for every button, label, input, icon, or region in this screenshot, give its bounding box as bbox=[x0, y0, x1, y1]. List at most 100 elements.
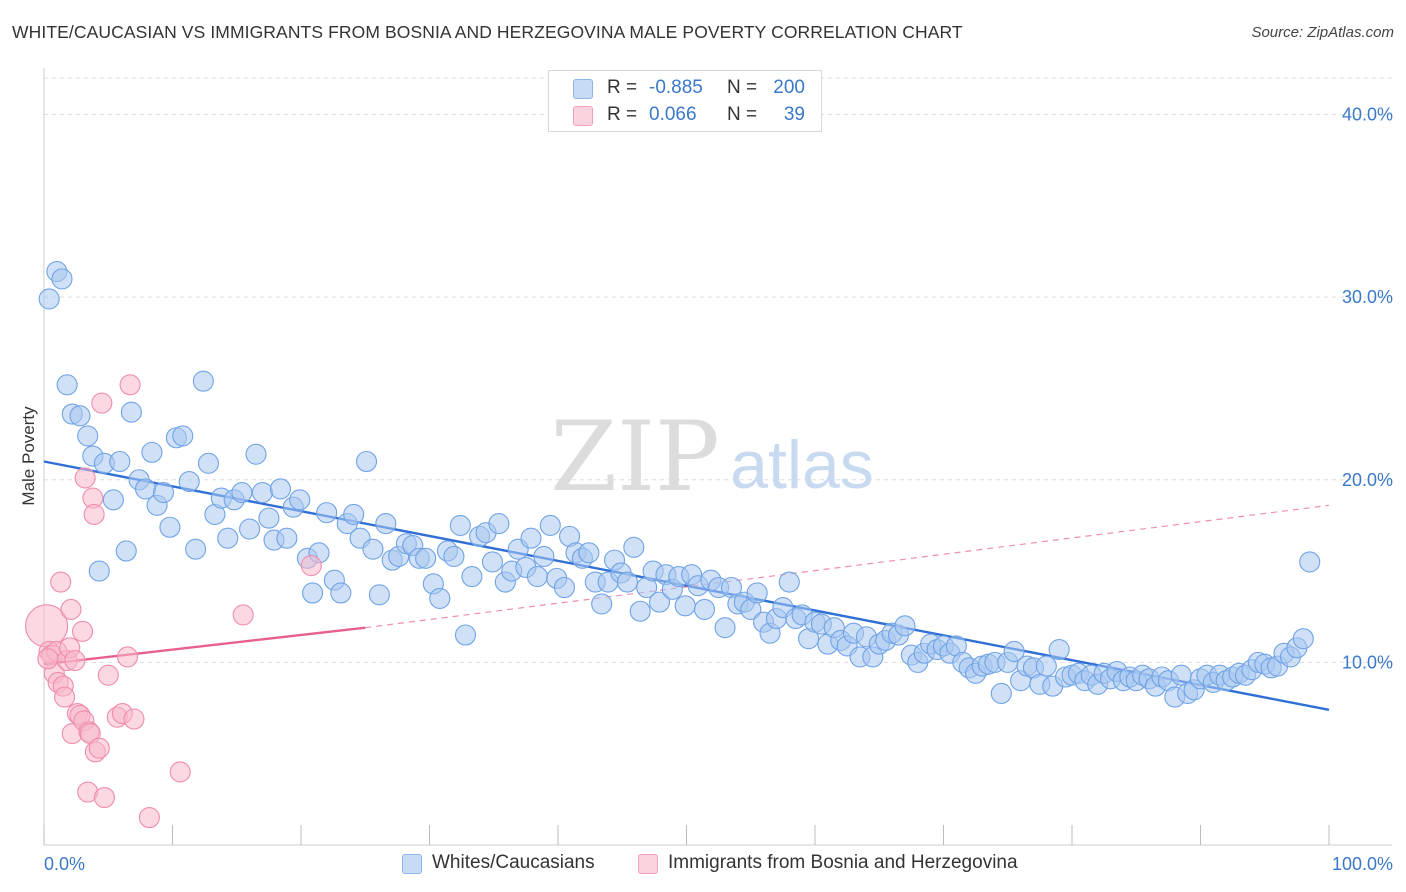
point-bosnia bbox=[138, 807, 160, 829]
point-whites bbox=[1048, 639, 1070, 661]
y-axis-label: Male Poverty bbox=[19, 406, 38, 506]
point-bosnia bbox=[60, 598, 82, 620]
point-bosnia bbox=[93, 786, 115, 809]
point-whites bbox=[88, 560, 110, 582]
point-whites bbox=[481, 551, 504, 573]
point-whites bbox=[245, 443, 267, 465]
series-legend-label: Whites/Caucasians bbox=[432, 852, 595, 873]
watermark-atlas: atlas bbox=[730, 427, 874, 503]
point-bosnia bbox=[50, 571, 72, 593]
legend-n-label: N = bbox=[727, 104, 758, 125]
source-credit: Source: ZipAtlas.com bbox=[1251, 24, 1394, 41]
series-legend-label: Immigrants from Bosnia and Herzegovina bbox=[668, 852, 1018, 873]
y-tick-label: 30.0% bbox=[1342, 287, 1393, 307]
point-whites bbox=[197, 452, 220, 474]
point-bosnia bbox=[72, 620, 94, 642]
y-tick-label: 40.0% bbox=[1342, 105, 1393, 125]
point-whites bbox=[343, 503, 365, 526]
point-whites bbox=[120, 401, 142, 423]
point-whites bbox=[289, 489, 311, 511]
chart-title: WHITE/CAUCASIAN VS IMMIGRANTS FROM BOSNI… bbox=[12, 22, 963, 42]
point-whites bbox=[217, 527, 239, 549]
point-whites bbox=[56, 374, 78, 396]
x-tick-label-max: 100.0% bbox=[1332, 854, 1393, 874]
point-whites bbox=[231, 481, 253, 504]
legend-r-value: -0.885 bbox=[649, 77, 703, 98]
legend-swatch-pink bbox=[573, 106, 593, 126]
point-bosnia bbox=[74, 467, 96, 489]
legend-n-value: 200 bbox=[773, 77, 805, 98]
point-whites bbox=[269, 478, 291, 500]
point-whites bbox=[251, 481, 274, 504]
y-tick-label: 20.0% bbox=[1342, 470, 1393, 490]
y-tick-labels: 10.0% 20.0% 30.0% 40.0% bbox=[1342, 105, 1393, 673]
point-whites bbox=[578, 542, 600, 564]
point-whites bbox=[648, 591, 671, 613]
legend-row-whites: R = -0.885 N = 200 bbox=[549, 75, 821, 101]
point-whites bbox=[141, 441, 163, 463]
point-whites bbox=[526, 565, 548, 588]
point-whites bbox=[302, 582, 324, 604]
point-whites bbox=[185, 538, 207, 560]
point-whites bbox=[1299, 551, 1321, 573]
point-whites bbox=[746, 582, 768, 604]
point-whites bbox=[443, 545, 465, 568]
watermark-zip: ZIP bbox=[550, 401, 719, 513]
point-bosnia bbox=[83, 503, 105, 526]
point-whites bbox=[1003, 640, 1025, 662]
watermark: ZIP atlas bbox=[550, 401, 873, 513]
point-whites bbox=[623, 536, 645, 558]
point-whites bbox=[38, 288, 60, 310]
point-whites bbox=[520, 527, 542, 549]
point-whites bbox=[368, 584, 390, 606]
legend-r-value: 0.066 bbox=[649, 104, 697, 125]
point-whites bbox=[533, 545, 555, 568]
point-whites bbox=[375, 513, 397, 535]
series-legend-swatch-blue bbox=[402, 854, 422, 874]
point-whites bbox=[316, 502, 338, 524]
trend-extension-bosnia bbox=[365, 504, 1330, 629]
legend-swatch-blue bbox=[573, 79, 593, 99]
point-whites bbox=[449, 514, 471, 536]
points bbox=[25, 261, 1321, 829]
point-whites bbox=[159, 516, 181, 538]
point-whites bbox=[362, 538, 384, 560]
point-bosnia bbox=[64, 650, 86, 672]
point-whites bbox=[109, 450, 131, 473]
point-whites bbox=[714, 617, 736, 639]
stats-legend: R = -0.885 N = 200 R = 0.066 N = 39 bbox=[548, 70, 822, 132]
point-whites bbox=[674, 595, 696, 617]
point-whites bbox=[178, 471, 200, 493]
legend-n-value: 39 bbox=[783, 104, 805, 125]
point-whites bbox=[488, 513, 510, 535]
legend-r-label: R = bbox=[607, 104, 638, 125]
point-whites bbox=[1035, 655, 1057, 677]
point-bosnia bbox=[97, 664, 119, 686]
point-whites bbox=[429, 587, 451, 610]
point-whites bbox=[616, 571, 638, 593]
point-whites bbox=[276, 527, 298, 549]
point-whites bbox=[629, 600, 651, 622]
trend-line-bosnia bbox=[43, 626, 366, 666]
point-whites bbox=[693, 598, 716, 620]
point-whites bbox=[591, 593, 613, 615]
point-whites bbox=[258, 507, 280, 529]
point-whites bbox=[239, 518, 261, 540]
point-whites bbox=[102, 489, 124, 511]
legend-n-label: N = bbox=[727, 77, 758, 98]
point-bosnia bbox=[54, 686, 76, 708]
point-whites bbox=[553, 576, 575, 599]
legend-row-bosnia: R = 0.066 N = 39 bbox=[549, 102, 821, 128]
point-whites bbox=[172, 425, 194, 447]
point-whites bbox=[539, 514, 561, 536]
point-whites bbox=[894, 615, 916, 637]
point-bosnia bbox=[300, 555, 322, 577]
point-whites bbox=[355, 450, 378, 473]
series-legend-swatch-pink bbox=[638, 854, 658, 874]
point-whites bbox=[778, 571, 800, 593]
point-whites bbox=[115, 540, 137, 562]
point-whites bbox=[330, 582, 352, 604]
point-whites bbox=[1292, 628, 1314, 650]
point-bosnia bbox=[232, 604, 254, 626]
